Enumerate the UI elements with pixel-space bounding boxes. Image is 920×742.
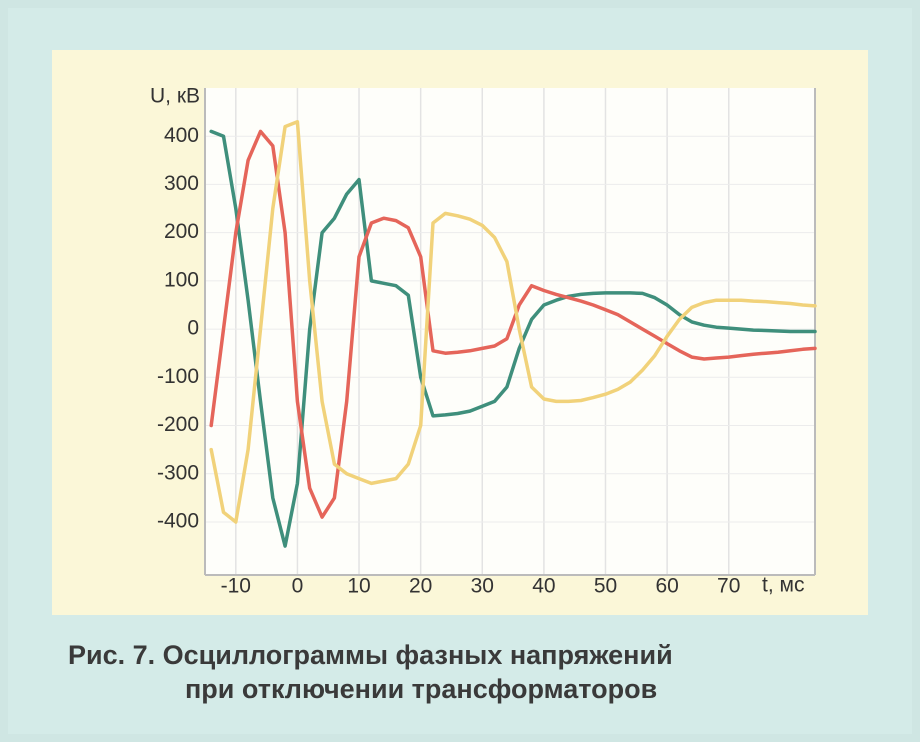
- x-tick-label: 40: [532, 575, 555, 598]
- x-tick-label: 60: [655, 575, 678, 598]
- y-tick-label: -400: [157, 510, 199, 533]
- x-tick-label: 70: [717, 575, 740, 598]
- x-tick-label: 50: [594, 575, 617, 598]
- x-tick-label: 20: [409, 575, 432, 598]
- y-axis-label: U, кВ: [150, 85, 200, 108]
- y-tick-label: 400: [164, 124, 199, 147]
- caption: при отключении трансформаторов: [185, 674, 657, 704]
- y-tick-label: -300: [157, 461, 199, 484]
- series-line: [209, 129, 817, 519]
- y-tick-label: 100: [164, 268, 199, 291]
- y-tick-label: -100: [157, 365, 199, 388]
- x-tick-label: 0: [292, 575, 304, 598]
- x-tick-label: 30: [471, 575, 494, 598]
- y-tick-label: 300: [164, 172, 199, 195]
- x-axis-label: t, мс: [762, 574, 804, 597]
- y-tick-label: -200: [157, 413, 199, 436]
- series-line: [209, 120, 817, 524]
- x-tick-label: 10: [347, 575, 370, 598]
- y-tick-label: 200: [164, 220, 199, 243]
- caption: Рис. 7. Осциллограммы фазных напряжений: [68, 640, 673, 670]
- y-tick-label: 0: [187, 317, 199, 340]
- x-tick-label: -10: [221, 575, 251, 598]
